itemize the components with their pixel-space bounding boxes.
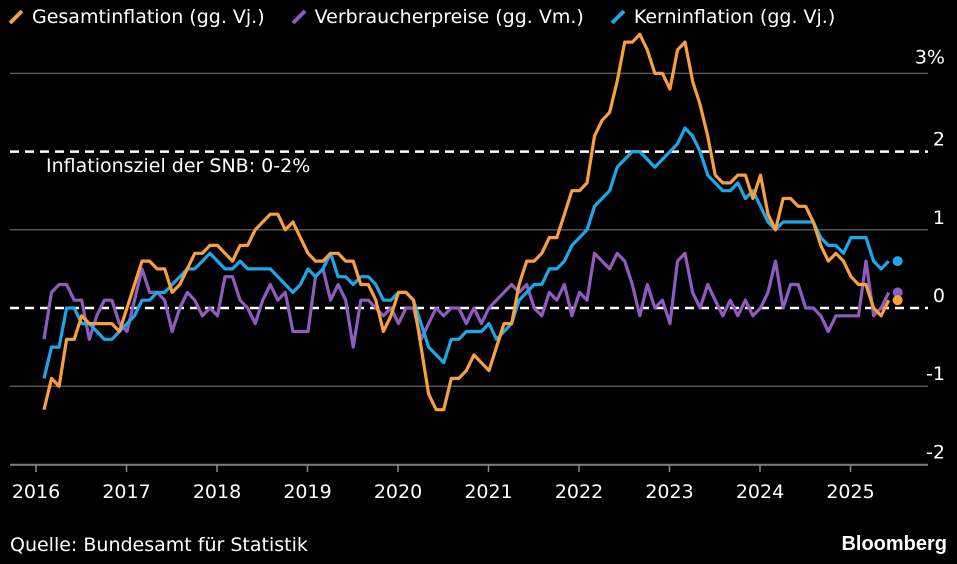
y-tick-label: -1	[926, 363, 945, 385]
reference-lines	[10, 150, 928, 310]
x-tick-label: 2024	[736, 481, 784, 503]
series-end-dot	[892, 287, 903, 298]
legend-item-verbraucherpreise: Verbraucherpreise (gg. Vm.)	[291, 6, 584, 28]
x-tick-label: 2021	[464, 481, 512, 503]
brand-logo: Bloomberg	[841, 533, 947, 555]
y-tick-label: 0	[933, 285, 945, 307]
series-line	[42, 32, 891, 412]
x-tick-label: 2025	[826, 481, 874, 503]
y-tick-label: -2	[926, 441, 945, 463]
y-tick-label: 3%	[915, 46, 945, 68]
series-lines	[42, 32, 891, 412]
series-line	[42, 251, 891, 349]
chart-grid	[10, 72, 928, 466]
legend-item-kerninflation: Kerninflation (gg. Vj.)	[610, 6, 835, 28]
legend-swatch-blue	[610, 9, 626, 25]
legend-swatch-purple	[291, 9, 307, 25]
legend: Gesamtinflation (gg. Vj.) Verbraucherpre…	[8, 6, 835, 28]
x-tick-label: 2023	[645, 481, 693, 503]
y-tick-label: 1	[933, 207, 945, 229]
x-tick-label: 2016	[12, 481, 60, 503]
legend-item-gesamtinflation: Gesamtinflation (gg. Vj.)	[8, 6, 265, 28]
x-axis-ticks: 2016 2017 2018 2019 2020 2021 2022 2023 2024 2025	[12, 465, 875, 503]
legend-label: Verbraucherpreise (gg. Vm.)	[314, 6, 584, 28]
x-tick-label: 2020	[374, 481, 422, 503]
legend-swatch-orange	[8, 9, 24, 25]
target-annotation: Inflationsziel der SNB: 0-2%	[46, 155, 311, 177]
series-end-dots	[892, 256, 903, 306]
legend-label: Kerninflation (gg. Vj.)	[633, 6, 836, 28]
y-tick-label: 2	[933, 129, 945, 151]
x-tick-label: 2018	[193, 481, 241, 503]
y-axis-ticks: 3% 2 1 0 -1 -2	[915, 46, 945, 463]
x-tick-label: 2017	[102, 481, 150, 503]
series-end-dot	[892, 256, 903, 267]
x-tick-label: 2019	[283, 481, 331, 503]
series-end-dot	[892, 295, 903, 306]
x-tick-label: 2022	[555, 481, 603, 503]
legend-label: Gesamtinflation (gg. Vj.)	[32, 6, 265, 28]
source-note: Quelle: Bundesamt für Statistik	[10, 534, 308, 556]
